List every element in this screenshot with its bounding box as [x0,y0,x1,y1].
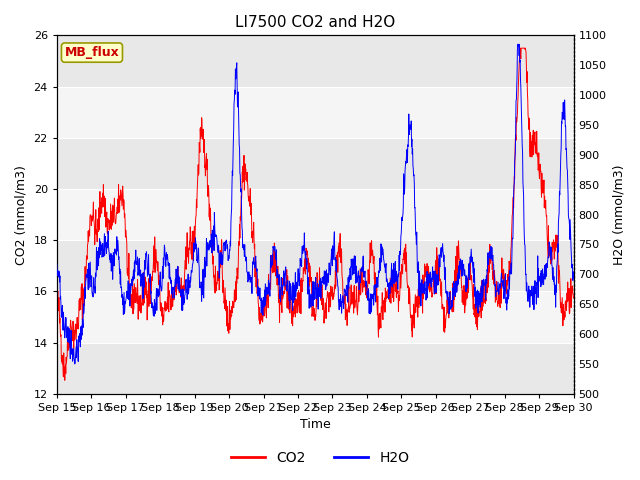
CO2 [115,210,122,216]
Legend: CO2, H2O: CO2, H2O [225,445,415,471]
Line: CO2: CO2 [57,48,573,380]
H2O [115,243,122,249]
CO2 [292,303,300,309]
H2O [93,267,101,273]
CO2 [516,45,524,51]
H2O [71,361,79,367]
H2O [570,275,577,280]
Text: MB_flux: MB_flux [65,46,119,59]
H2O [348,256,355,262]
CO2 [273,263,280,269]
CO2 [61,377,68,383]
Line: H2O: H2O [57,44,573,364]
Bar [57,189,573,240]
H2O [292,288,300,293]
Y-axis label: CO2 (mmol/m3): CO2 (mmol/m3) [15,165,28,264]
H2O [53,262,61,267]
CO2 [93,239,101,245]
Bar [57,86,573,138]
CO2 [284,305,291,311]
Bar [57,291,573,343]
H2O [514,41,522,47]
CO2 [570,295,577,301]
X-axis label: Time: Time [300,419,331,432]
H2O [273,247,280,252]
Y-axis label: H2O (mmol/m3): H2O (mmol/m3) [612,164,625,265]
Title: LI7500 CO2 and H2O: LI7500 CO2 and H2O [235,15,396,30]
CO2 [53,295,61,301]
H2O [284,283,291,288]
CO2 [348,282,355,288]
